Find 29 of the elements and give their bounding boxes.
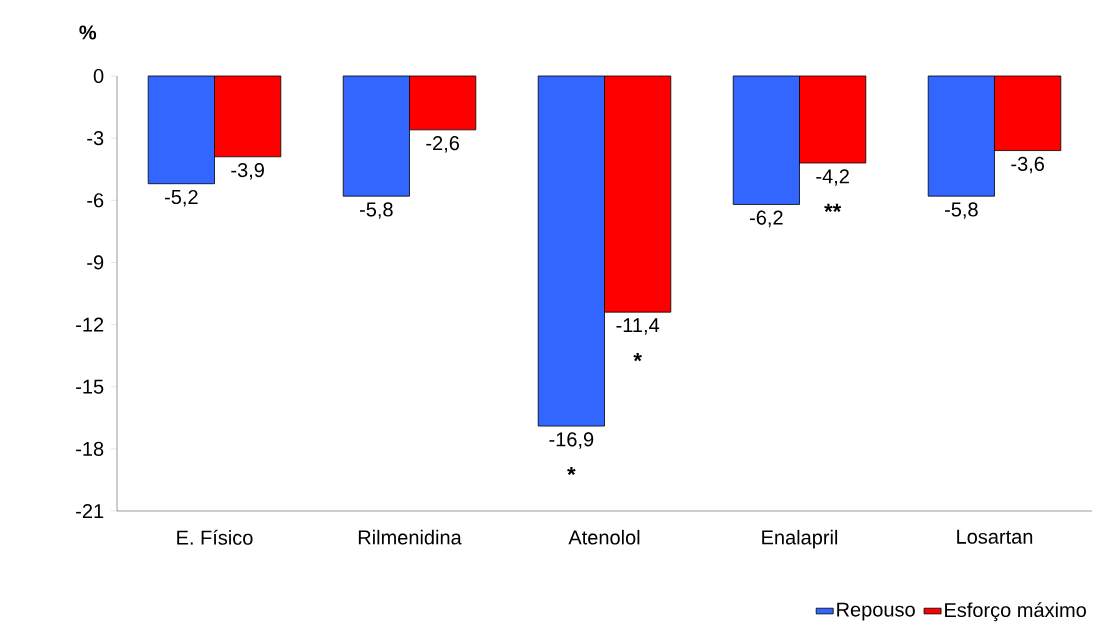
data-label: -16,9 (549, 432, 594, 449)
legend-label: Repouso (837, 602, 915, 621)
data-label: -2,6 (426, 136, 460, 153)
x-tick-label: E. Físico (177, 529, 253, 545)
annotation: * (567, 466, 576, 476)
y-tick-label: -6 (87, 193, 104, 208)
legend-label: Esforço máximo (945, 602, 1086, 622)
data-label: -5,8 (360, 202, 393, 219)
x-tick-label: Enalapril (762, 529, 838, 549)
data-label: -5,2 (165, 189, 198, 207)
data-label: -5,8 (945, 202, 978, 219)
annotation: * (633, 353, 642, 362)
data-label: -6,2 (750, 210, 783, 228)
data-label: -4,2 (816, 169, 849, 186)
y-tick-label: -9 (87, 255, 104, 270)
data-label: -3,6 (1011, 156, 1045, 174)
y-tick-label: -15 (76, 379, 104, 394)
annotation: ** (824, 203, 842, 213)
x-tick-label: Losartan (957, 529, 1033, 544)
data-label: -11,4 (616, 318, 660, 335)
y-axis-title: % (79, 25, 97, 40)
y-tick-label: 0 (93, 68, 104, 84)
y-tick-label: -18 (76, 441, 104, 456)
x-tick-label: Atenolol (568, 529, 640, 545)
x-tick-label: Rilmenidina (358, 529, 462, 545)
y-tick-label: -12 (76, 317, 104, 332)
y-tick-label: -3 (87, 131, 104, 146)
y-tick-label: -21 (76, 504, 104, 518)
data-label: -3,9 (231, 162, 264, 180)
